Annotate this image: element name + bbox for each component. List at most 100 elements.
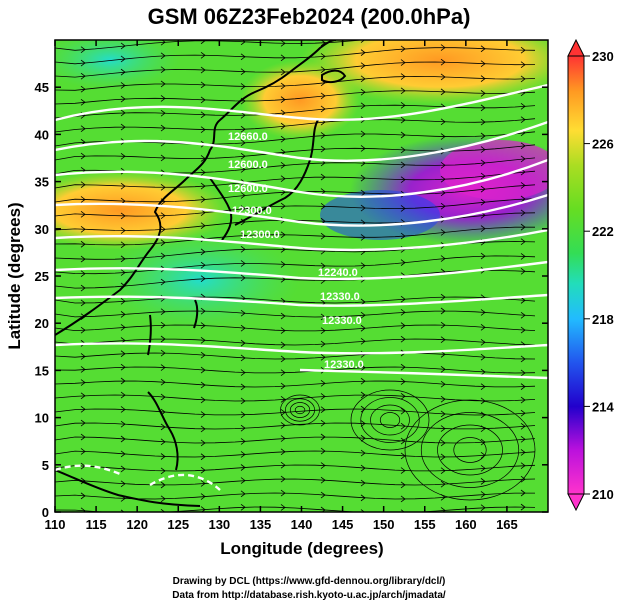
streamline-arrow — [360, 204, 366, 212]
contour-labels: 12660.0 12600.0 12600.0 12300.0 12240.0 … — [228, 131, 364, 371]
coastline-philippines — [147, 391, 179, 471]
streamline-arrow — [200, 453, 206, 461]
streamline-arrow — [480, 411, 486, 419]
streamline-arrow — [360, 337, 366, 345]
streamline-arrow — [440, 453, 446, 461]
streamline-arrow — [320, 203, 326, 210]
streamline-arrow — [200, 111, 206, 119]
coastline-korea — [209, 177, 233, 241]
contour-8 — [55, 342, 548, 355]
streamline-arrow — [520, 253, 526, 260]
streamline-arrow — [160, 393, 166, 401]
streamline-arrow — [240, 424, 246, 432]
streamline-arrow — [80, 299, 86, 307]
streamline-arrow — [200, 480, 206, 487]
streamline-arrow — [520, 297, 526, 304]
streamline-arrow — [360, 298, 366, 306]
y-tick-label: 30 — [35, 222, 49, 237]
streamline-arrow — [160, 378, 166, 386]
streamline-arrow — [400, 335, 406, 343]
streamline-arrow — [80, 98, 86, 106]
streamline-arrow — [280, 82, 286, 90]
streamline-arrow — [240, 192, 246, 199]
streamline-arrow — [80, 72, 86, 80]
streamline-arrow — [160, 453, 166, 460]
streamline-arrow — [280, 231, 286, 239]
streamline-arrow — [360, 49, 366, 56]
streamline-arrow — [80, 379, 86, 386]
streamline-arrow — [320, 173, 326, 181]
streamline-arrow — [400, 101, 406, 109]
streamline-arrow — [80, 85, 86, 93]
colorbar-tick-label: 218 — [592, 312, 614, 327]
streamline-arrow — [120, 350, 126, 358]
streamline-arrow — [160, 239, 166, 247]
streamline-arrow — [280, 327, 286, 334]
streamline-arrow — [440, 73, 446, 81]
streamline — [55, 310, 536, 318]
streamline-arrow — [480, 172, 486, 180]
streamline — [55, 90, 536, 105]
streamline-arrow — [320, 40, 326, 47]
streamline-arrow — [240, 205, 246, 212]
streamline-arrow — [80, 392, 86, 400]
coastline-taiwan — [193, 299, 199, 329]
streamline-arrow — [400, 495, 406, 503]
streamline-arrow — [480, 478, 486, 485]
streamline-arrow — [120, 435, 126, 443]
streamline-arrow — [80, 181, 86, 189]
streamline-arrow — [280, 68, 286, 76]
streamline-arrow — [80, 255, 86, 263]
streamline-arrow — [200, 40, 206, 45]
streamline-arrow — [280, 504, 286, 511]
streamline-arrow — [520, 75, 526, 83]
streamline-arrow — [400, 87, 406, 95]
x-tick-label: 120 — [126, 517, 148, 532]
streamline-arrow — [400, 437, 406, 445]
streamline-arrow — [520, 195, 526, 203]
circulation-streamline — [285, 398, 315, 422]
streamline-arrow — [120, 95, 126, 103]
height-contours — [55, 83, 548, 491]
streamline-arrow — [240, 68, 246, 76]
streamline-arrow — [400, 259, 406, 266]
streamline-arrow — [240, 260, 246, 267]
streamline-arrow — [200, 96, 206, 104]
map-plot-area: 12660.0 12600.0 12600.0 12300.0 12240.0 … — [55, 40, 548, 512]
streamline-arrow — [240, 245, 246, 253]
streamline-arrow — [80, 353, 86, 360]
streamline-arrow — [80, 492, 86, 500]
circulation-streamline — [280, 394, 320, 426]
streamline-arrow — [280, 188, 286, 196]
streamline-arrow — [360, 509, 365, 512]
streamline-arrow — [520, 326, 526, 334]
streamline-arrow — [480, 159, 486, 167]
streamline-arrow — [240, 339, 246, 347]
streamline-arrow — [440, 410, 446, 418]
streamline-arrow — [120, 297, 126, 305]
jet-entrance — [320, 190, 440, 240]
streamline-arrow — [120, 123, 126, 131]
streamline-arrow — [360, 494, 366, 502]
streamline-arrow — [400, 131, 406, 139]
streamline-arrow — [440, 44, 446, 51]
streamline-arrow — [320, 232, 326, 240]
y-tick-label: 15 — [35, 363, 49, 378]
streamline-arrow — [440, 307, 446, 315]
streamline-arrow — [400, 161, 406, 169]
streamline-arrow — [520, 435, 526, 443]
circulation-streamline — [420, 412, 520, 488]
streamline-arrow — [120, 152, 126, 160]
streamline-arrow — [400, 116, 406, 124]
streamline-arrow — [480, 60, 486, 68]
streamline-arrow — [240, 324, 246, 332]
streamline — [55, 436, 536, 444]
streamline-arrow — [360, 62, 366, 69]
streamline-arrow — [80, 448, 86, 455]
streamline-arrow — [160, 321, 166, 329]
streamline-arrow — [240, 451, 246, 458]
streamline-arrow — [480, 118, 486, 126]
contour-9 — [299, 368, 548, 380]
streamline-arrow — [240, 490, 246, 498]
streamline-arrow — [120, 182, 126, 190]
